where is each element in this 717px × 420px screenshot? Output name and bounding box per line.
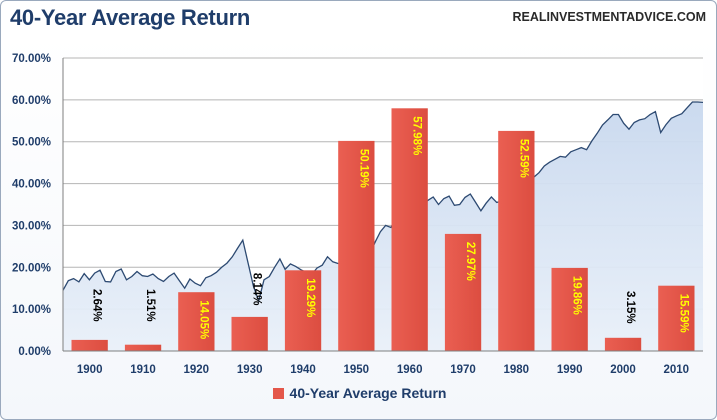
bar (124, 344, 162, 351)
bar-data-label: 50.19% (357, 149, 369, 188)
y-tick-label: 30.00% (12, 220, 51, 232)
x-tick-label: 2000 (610, 364, 636, 376)
bar-data-label: 57.98% (411, 116, 423, 155)
legend-label: 40-Year Average Return (289, 385, 447, 401)
x-tick-label: 1960 (397, 364, 423, 376)
bar (338, 140, 375, 351)
x-tick-label: 1950 (344, 364, 370, 376)
bar (231, 316, 268, 351)
index-area (63, 102, 703, 351)
x-tick-label: 1970 (450, 364, 476, 376)
bar (391, 108, 428, 351)
bar-data-label: 15.59% (677, 294, 689, 333)
x-tick-label: 1940 (290, 364, 316, 376)
bar (71, 339, 108, 351)
bar-data-label: 3.15% (624, 291, 636, 324)
y-tick-label: 70.00% (12, 53, 51, 65)
y-tick-label: 10.00% (12, 304, 51, 316)
x-tick-label: 1930 (237, 364, 263, 376)
x-tick-label: 2010 (664, 364, 690, 376)
x-tick-label: 1980 (504, 364, 530, 376)
bar (551, 267, 588, 351)
legend-swatch (272, 388, 284, 399)
bar-data-label: 14.05% (197, 300, 209, 339)
x-tick-label: 1910 (130, 364, 156, 376)
source-credit: REALINVESTMENTADVICE.COM (512, 10, 706, 24)
bar-data-label: 19.29% (304, 278, 316, 317)
chart-title: 40-Year Average Return (10, 5, 250, 30)
bar (284, 270, 322, 351)
x-tick-label: 1900 (77, 364, 103, 376)
index-line (62, 101, 704, 304)
bar (604, 337, 642, 351)
x-tick-label: 1990 (557, 364, 583, 376)
bar (178, 292, 215, 351)
chart-legend: 40-Year Average Return (1, 385, 716, 401)
y-tick-label: 0.00% (18, 346, 51, 358)
y-tick-label: 60.00% (12, 95, 51, 107)
bar-data-label: 1.51% (144, 289, 156, 322)
bar-data-label: 8.14% (251, 273, 263, 306)
y-tick-label: 50.00% (12, 137, 51, 149)
bar-data-label: 52.59% (517, 139, 529, 178)
y-tick-label: 20.00% (12, 262, 51, 274)
bar-data-label: 19.86% (571, 276, 583, 315)
y-tick-label: 40.00% (12, 179, 51, 191)
bar-data-label: 2.64% (91, 289, 103, 322)
bar-data-label: 27.97% (464, 242, 476, 281)
bar (498, 130, 535, 351)
bar (444, 233, 482, 351)
x-tick-label: 1920 (184, 364, 210, 376)
bar (658, 285, 695, 351)
